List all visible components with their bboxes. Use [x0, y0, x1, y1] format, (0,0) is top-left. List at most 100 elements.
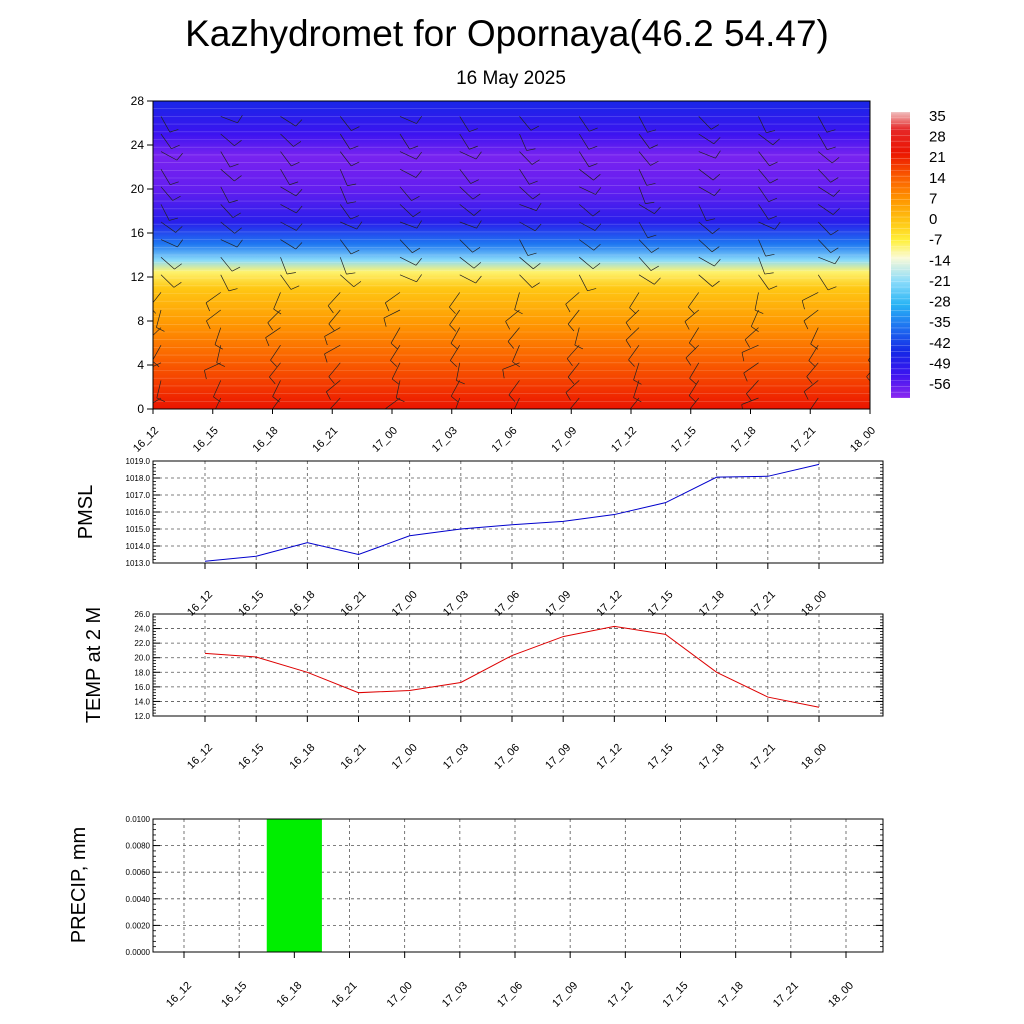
wind-barb [280, 151, 300, 167]
x-tick-label: 17_09 [549, 425, 579, 455]
pmsl-line [204, 463, 820, 562]
wind-barb [220, 239, 243, 248]
wind-barb [459, 204, 482, 216]
wind-barb [153, 292, 162, 314]
wind-barb [449, 292, 461, 314]
y-tick-label: 1014.0 [126, 542, 151, 551]
wind-barb [698, 133, 721, 145]
wind-barb [339, 204, 360, 220]
x-tick-label: 17_03 [441, 742, 471, 772]
wind-barb [638, 116, 657, 133]
colorbar-labels: 35 28 21 14 7 0 -7 -14 -21 -28 -35 -42 -49 -56 [929, 108, 951, 393]
wind-barb [818, 204, 840, 215]
x-tick-label: 17_12 [594, 742, 624, 772]
wind-barb [574, 327, 584, 350]
wind-barb [758, 116, 776, 133]
wind-barb [340, 274, 362, 288]
wind-barb [459, 151, 482, 160]
y-tick-label: 22.0 [134, 639, 150, 648]
wind-barb [519, 169, 538, 185]
temp-panel: 12.0 14.0 16.0 18.0 20.0 22.0 24.0 26.0 16_12 16_… [83, 607, 884, 772]
colorbar-label: -28 [929, 294, 951, 311]
wind-barb [399, 133, 419, 150]
wind-barb [566, 344, 580, 367]
y-tick-label: 4 [137, 358, 144, 372]
pmsl-grid [153, 460, 883, 564]
y-tick-label: 12 [131, 270, 145, 284]
wind-barb [456, 362, 465, 385]
y-tick-label: 24.0 [134, 625, 150, 634]
x-tick-label: 17_12 [609, 425, 639, 455]
y-tick-label: 0.0040 [126, 895, 151, 904]
wind-barb [698, 168, 721, 181]
y-tick-label: 20 [131, 182, 145, 196]
y-tick-label: 16.0 [134, 683, 150, 692]
temp-grid [153, 613, 883, 717]
wind-barb [817, 168, 839, 183]
y-tick-label: 0.0100 [126, 815, 151, 824]
wind-barb [698, 239, 720, 253]
wind-barb [579, 221, 602, 231]
wind-barb [399, 274, 422, 283]
y-tick-label: 0.0080 [126, 842, 151, 851]
wind-barbs [153, 115, 870, 409]
wind-barb [698, 274, 720, 287]
wind-barb [578, 116, 598, 132]
wind-barb [698, 116, 720, 130]
y-tick-label: 8 [137, 314, 144, 328]
wind-barb [383, 309, 401, 327]
x-tick-label: 17_00 [370, 425, 400, 455]
wind-barb [399, 186, 420, 201]
x-tick-label: 16_15 [191, 425, 221, 455]
wind-barb [280, 186, 303, 197]
y-tick-label: 14.0 [134, 697, 150, 706]
wind-barb [687, 292, 700, 314]
y-tick-label: 0.0000 [126, 948, 151, 957]
x-tick-label: 17_06 [495, 980, 525, 1010]
wind-barb [502, 362, 520, 379]
x-tick-label: 17_18 [716, 980, 746, 1010]
wind-barb [160, 133, 180, 150]
wind-barb [220, 115, 243, 124]
wind-barb [339, 257, 356, 275]
wind-barb [449, 345, 461, 367]
wind-barb [628, 344, 640, 367]
wind-barb [220, 151, 239, 168]
wind-barb [803, 309, 819, 330]
colorbar-bands [891, 111, 910, 399]
wind-barb [519, 186, 541, 200]
wind-barb [280, 239, 303, 250]
wind-barb [698, 150, 721, 159]
wind-barb [280, 133, 302, 147]
wind-barb [156, 309, 165, 332]
y-tick-label: 28 [131, 94, 145, 108]
colorbar-label: -56 [929, 376, 951, 393]
wind-barb [514, 292, 523, 315]
wind-barb [339, 133, 359, 150]
wind-barb [758, 257, 774, 275]
wind-barb [455, 397, 461, 409]
wind-barb [803, 380, 819, 400]
x-tick-label: 16_21 [339, 742, 369, 772]
x-tick-label: 16_15 [236, 742, 266, 772]
wind-barb [519, 221, 542, 232]
wind-barb [326, 380, 341, 400]
y-tick-label: 0.0020 [126, 921, 151, 930]
wind-barb [565, 292, 580, 313]
wind-barb [339, 116, 360, 131]
x-tick-label: 18_00 [826, 980, 856, 1010]
precip-ylabel: PRECIP, mm [68, 827, 90, 943]
pmsl-ylabel: PMSL [75, 485, 97, 539]
wind-barb [505, 309, 520, 330]
wind-barb [633, 380, 642, 403]
wind-barb [459, 239, 481, 253]
temp-line [204, 625, 820, 708]
colorbar-label: -49 [929, 355, 951, 372]
cross-section-y-axis: 0 4 8 12 16 20 24 28 [131, 94, 153, 416]
wind-barb [160, 256, 182, 270]
y-tick-label: 20.0 [134, 654, 150, 663]
wind-barb [160, 204, 178, 221]
wind-barb [220, 204, 241, 218]
wind-barb [340, 221, 363, 230]
y-tick-label: 18.0 [134, 668, 150, 677]
